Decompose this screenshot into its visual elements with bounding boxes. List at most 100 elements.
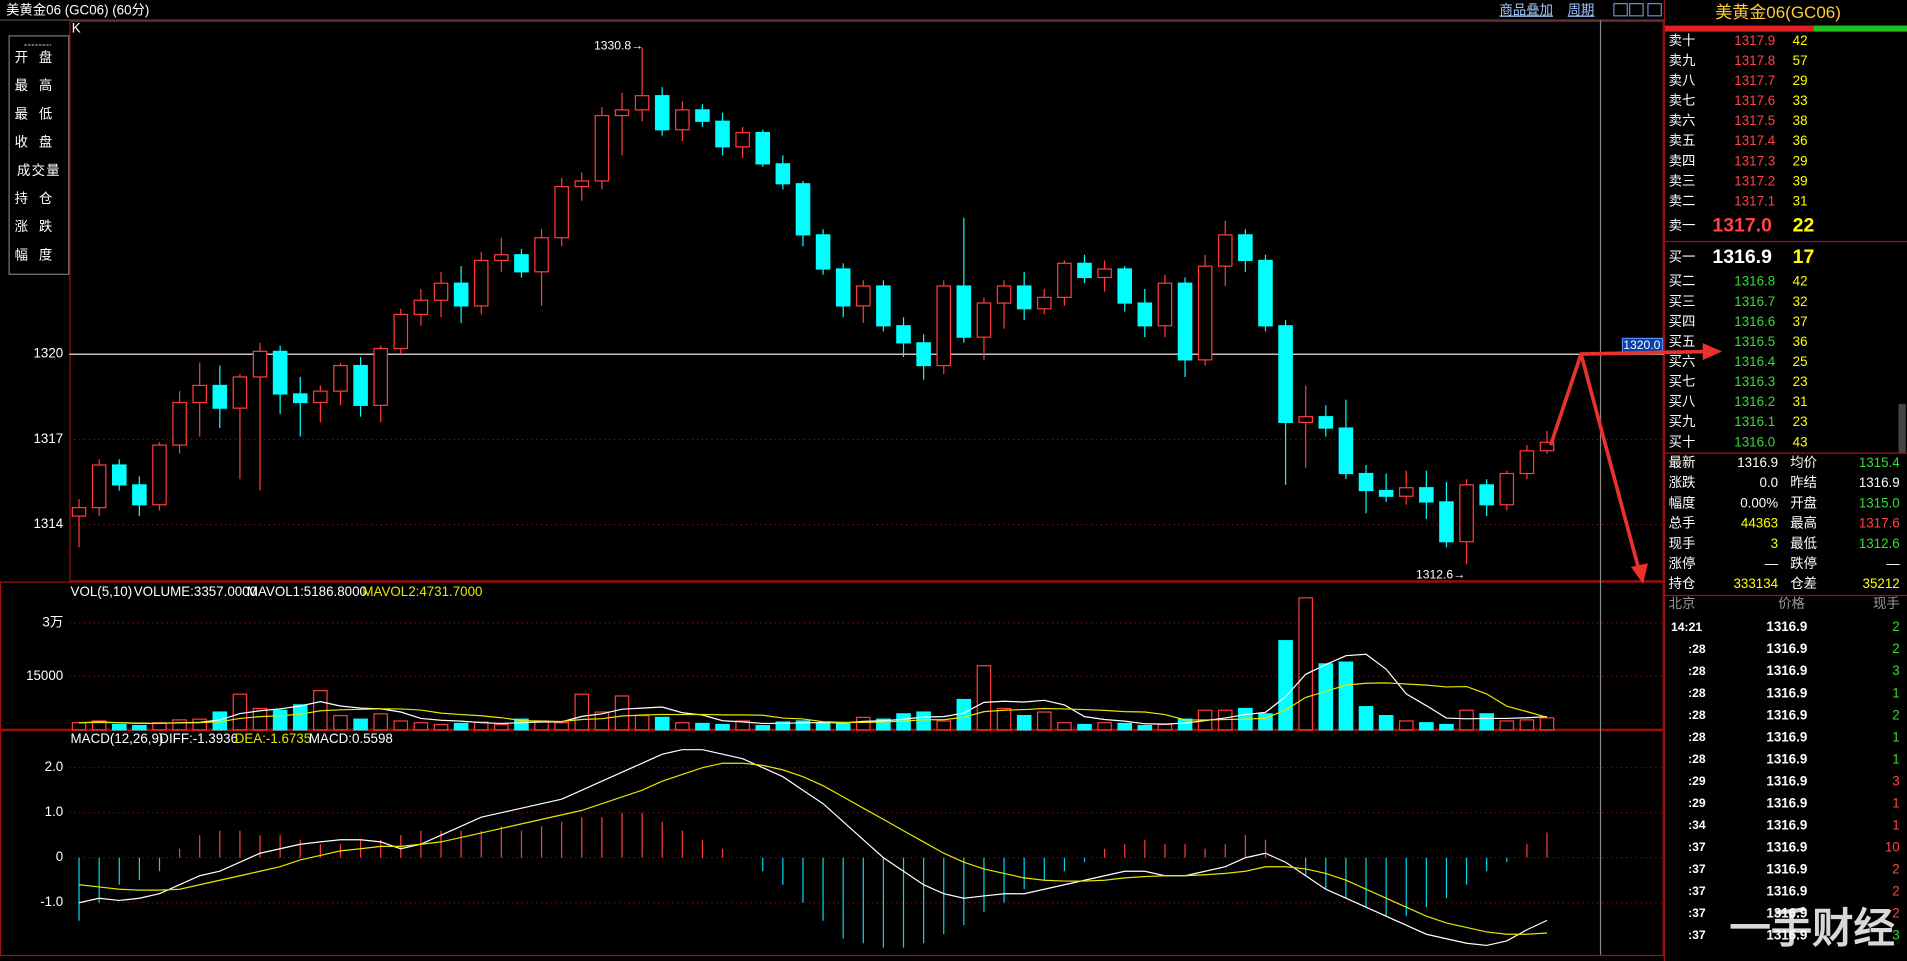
candle-body xyxy=(815,234,831,270)
bid-price: 1316.0 xyxy=(1734,434,1775,449)
y-tick-label: 2.0 xyxy=(45,759,64,774)
candle-body xyxy=(956,285,972,338)
candle-body xyxy=(1318,416,1334,429)
trade-time: :28 xyxy=(1688,642,1706,656)
menu-item[interactable]: 幅度 xyxy=(15,247,64,262)
trade-time: :37 xyxy=(1688,884,1706,898)
candle-body xyxy=(835,268,851,307)
stat-value: 333134 xyxy=(1733,576,1778,591)
y-tick-label: 1.0 xyxy=(45,804,64,819)
trade-time: :37 xyxy=(1688,840,1706,854)
trade-time: 14:21 xyxy=(1671,620,1702,634)
bid-price: 1316.2 xyxy=(1734,394,1775,409)
menu-item[interactable]: 收盘 xyxy=(15,134,64,150)
menu-item[interactable]: 成交量 xyxy=(17,162,61,178)
menu-item[interactable]: 最低 xyxy=(15,106,64,121)
macd-panel xyxy=(0,729,1664,957)
bid-label: 买五 xyxy=(1669,334,1696,349)
candle-body xyxy=(1419,487,1434,503)
stat-value: 1316.9 xyxy=(1859,475,1900,490)
candle-body xyxy=(252,350,268,378)
volume-bar xyxy=(373,713,388,731)
legend-entry: MAVOL1:5186.8000 xyxy=(247,584,367,599)
trade-time: :28 xyxy=(1688,686,1706,700)
trade-qty: 2 xyxy=(1892,707,1899,722)
volume-bar xyxy=(1539,717,1555,731)
trade-qty: 1 xyxy=(1892,795,1899,810)
candle-body xyxy=(1258,259,1273,327)
candle-body xyxy=(172,401,187,446)
candle-body xyxy=(1137,302,1153,327)
legend-entry: DEA:-1.6735 xyxy=(235,731,311,746)
stat-value: 1312.6 xyxy=(1859,536,1900,551)
ask-label: 卖六 xyxy=(1669,113,1696,128)
volume-bar xyxy=(1439,723,1454,731)
ask-qty: 29 xyxy=(1793,153,1808,168)
candle-body xyxy=(1358,472,1374,492)
trade-time: :28 xyxy=(1688,752,1706,766)
trade-qty: 1 xyxy=(1892,729,1899,744)
stat-value: 0.0 xyxy=(1760,475,1779,490)
candle-body xyxy=(132,484,147,506)
candle-body xyxy=(313,390,328,404)
volume-bar xyxy=(795,720,811,731)
candle-body xyxy=(1338,427,1354,475)
volume-bar xyxy=(775,721,791,731)
volume-bar xyxy=(755,724,771,731)
volume-bar xyxy=(1097,722,1112,731)
window-title: 美黄金06 (GC06) (60分) xyxy=(6,2,149,17)
trades-header: 价格 xyxy=(1778,596,1805,611)
trade-qty: 3 xyxy=(1892,773,1899,788)
icon-button[interactable] xyxy=(1629,3,1644,17)
candle-body xyxy=(91,464,107,509)
high-label: 1330.8→ xyxy=(594,38,643,52)
volume-bar xyxy=(353,718,368,731)
ask-price: 1317.2 xyxy=(1734,173,1775,188)
volume-bar xyxy=(1016,714,1032,731)
macd-line xyxy=(78,762,1548,935)
candle-body xyxy=(876,285,891,327)
candle-body xyxy=(473,259,489,307)
period-button[interactable]: 周期 xyxy=(1568,2,1595,17)
candle-body xyxy=(413,299,429,316)
menu-item[interactable]: 持仓 xyxy=(15,191,64,206)
scrollbar[interactable] xyxy=(1898,403,1906,453)
stat-label: 最高 xyxy=(1790,515,1817,531)
volume-bar xyxy=(856,716,871,731)
candle-body xyxy=(1157,282,1173,327)
quote-title: 美黄金06(GC06) xyxy=(1715,3,1841,22)
ask-label: 卖五 xyxy=(1669,133,1696,148)
stat-value: — xyxy=(1886,556,1900,571)
bid-qty: 42 xyxy=(1793,274,1808,289)
plot-area: 1314 1317 1320 1320.0 1330.8→ 1312.6→ 3万 15000 2… xyxy=(26,38,1664,948)
price-panel xyxy=(69,20,1664,582)
candle-body xyxy=(715,120,730,148)
candle-body xyxy=(1398,487,1414,497)
stat-label: 最新 xyxy=(1669,455,1696,470)
ask-qty: 31 xyxy=(1793,193,1808,208)
y-tick-label: 3万 xyxy=(42,614,63,629)
menu-item[interactable]: 开盘 xyxy=(15,49,64,65)
bid-price: 1316.3 xyxy=(1734,374,1775,389)
menu-item[interactable]: 涨跌 xyxy=(15,219,64,234)
volume-bar xyxy=(675,722,690,731)
trades-header: 北京 xyxy=(1669,596,1696,611)
candle-body xyxy=(594,114,610,182)
volume-bar xyxy=(835,722,851,731)
stat-value: 1315.4 xyxy=(1859,455,1900,470)
trade-price: 1316.9 xyxy=(1766,817,1807,832)
candle-body xyxy=(1479,484,1494,506)
icon-button[interactable] xyxy=(1613,3,1628,17)
ask-qty: 33 xyxy=(1793,93,1808,108)
overlay-button[interactable]: 商品叠加 xyxy=(1500,2,1553,17)
menu-item[interactable]: 最高 xyxy=(15,77,64,93)
volume-title: VOL(5,10) xyxy=(71,584,133,599)
volume-bar xyxy=(494,723,509,731)
volume-bar xyxy=(1117,722,1133,731)
volume-bar xyxy=(695,722,710,731)
icon-button[interactable] xyxy=(1647,3,1662,17)
stat-label: 昨结 xyxy=(1790,475,1817,490)
candle-body xyxy=(1077,262,1092,279)
volume-bar xyxy=(1459,709,1474,731)
trade-price: 1316.9 xyxy=(1766,839,1807,854)
